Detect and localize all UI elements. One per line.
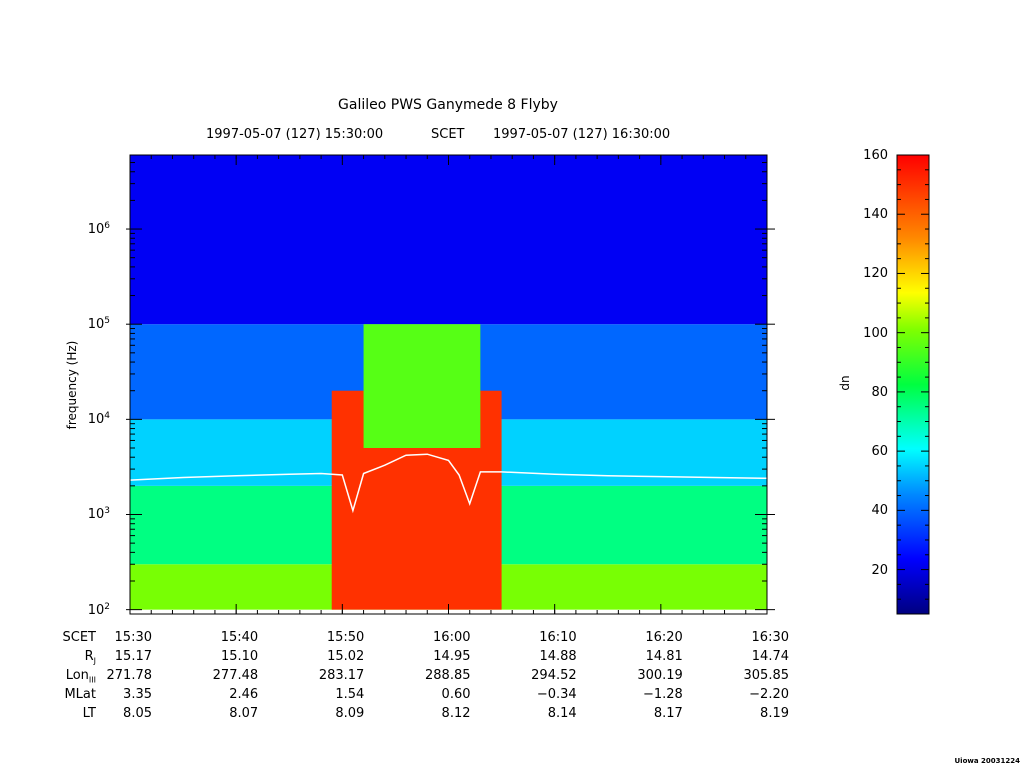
- ephemeris-cell: 15:30: [114, 630, 152, 645]
- ephemeris-cell: 15:40: [220, 630, 259, 645]
- ephemeris-cell: 1.54: [335, 687, 365, 702]
- ephemeris-cell: −0.34: [536, 687, 577, 702]
- y-tick-label: 102: [87, 601, 110, 618]
- ephemeris-cell: 288.85: [425, 668, 471, 683]
- ephemeris-cell: 8.17: [653, 706, 683, 721]
- ephemeris-cell: 15.17: [114, 649, 152, 664]
- chart-title: Galileo PWS Ganymede 8 Flyby: [338, 97, 558, 113]
- ephemeris-cell: 8.19: [760, 706, 789, 721]
- colorbar-tick-label: 100: [863, 325, 888, 341]
- ephemeris-cell: 16:30: [751, 630, 789, 645]
- header-start: 1997-05-07 (127) 15:30:00: [206, 127, 384, 142]
- colorbar-tick-label: 60: [871, 444, 888, 460]
- ephemeris-cell: 300.19: [637, 668, 683, 683]
- ephemeris-cell: 8.05: [123, 706, 152, 721]
- ephemeris-cell: −2.20: [749, 687, 789, 702]
- colorbar-tick-label: 120: [863, 266, 888, 282]
- ephemeris-row-label: LT: [82, 706, 96, 721]
- ephemeris-cell: −1.28: [642, 687, 683, 702]
- ephemeris-cell: 8.14: [547, 706, 577, 721]
- y-tick-label: 105: [87, 316, 110, 333]
- overlay-line: [130, 453, 767, 514]
- ephemeris-cell: 294.52: [531, 668, 577, 683]
- y-tick-label: 103: [87, 506, 110, 523]
- ephemeris-cell: 3.35: [123, 687, 152, 702]
- ephemeris-cell: 14.74: [751, 649, 789, 664]
- colorbar-ticks: [897, 154, 929, 600]
- ephemeris-cell: 14.88: [539, 649, 577, 664]
- ephemeris-row-label: MLat: [64, 687, 96, 702]
- spectrogram-heatmap: [130, 155, 767, 610]
- ephemeris-row-label: SCET: [62, 630, 96, 645]
- ephemeris-cell: 16:20: [645, 630, 683, 645]
- y-tick-label: 104: [87, 411, 110, 428]
- heat-region-4: [130, 155, 767, 325]
- ephemeris-row-label: LonIII: [65, 668, 96, 685]
- ephemeris-cell: 271.78: [106, 668, 153, 683]
- heat-region-6: [363, 324, 481, 448]
- colorbar-tick-label: 40: [871, 503, 888, 519]
- ephemeris-cell: 305.85: [743, 668, 790, 683]
- ephemeris-cell: 16:00: [433, 630, 471, 645]
- ephemeris-cell: 8.09: [335, 706, 365, 721]
- colorbar-tick-label: 160: [863, 148, 888, 163]
- ephemeris-row-label: RJ: [84, 649, 96, 666]
- ephemeris-cell: 15:50: [326, 630, 365, 645]
- ephemeris-cell: 2.46: [229, 687, 259, 702]
- ephemeris-cell: 16:10: [539, 630, 577, 645]
- ephemeris-cell: 15.02: [327, 649, 365, 664]
- ephemeris-cell: 14.95: [433, 649, 471, 664]
- colorbar-tick-label: 20: [871, 562, 888, 578]
- ephemeris-cell: 0.60: [441, 687, 471, 702]
- ephemeris-cell: 283.17: [318, 668, 365, 683]
- ephemeris-cell: 277.48: [212, 668, 259, 683]
- ephemeris-cell: 14.81: [645, 649, 683, 664]
- colorbar-tick-label: 140: [863, 207, 888, 223]
- colorbar-tick-label: 80: [871, 384, 888, 400]
- header-end: 1997-05-07 (127) 16:30:00: [493, 127, 671, 142]
- ephemeris-cell: 8.07: [229, 706, 259, 721]
- y-tick-label: 106: [87, 221, 110, 238]
- ephemeris-cell: 8.12: [441, 706, 471, 721]
- colorbar-label: dn: [838, 375, 852, 391]
- ephemeris-cell: 15.10: [220, 649, 259, 664]
- colorbar: [896, 154, 930, 615]
- axis-ticks: [126, 154, 775, 614]
- header-mid: SCET: [431, 127, 465, 142]
- footer-credit: Uiowa 20031224: [954, 757, 1021, 765]
